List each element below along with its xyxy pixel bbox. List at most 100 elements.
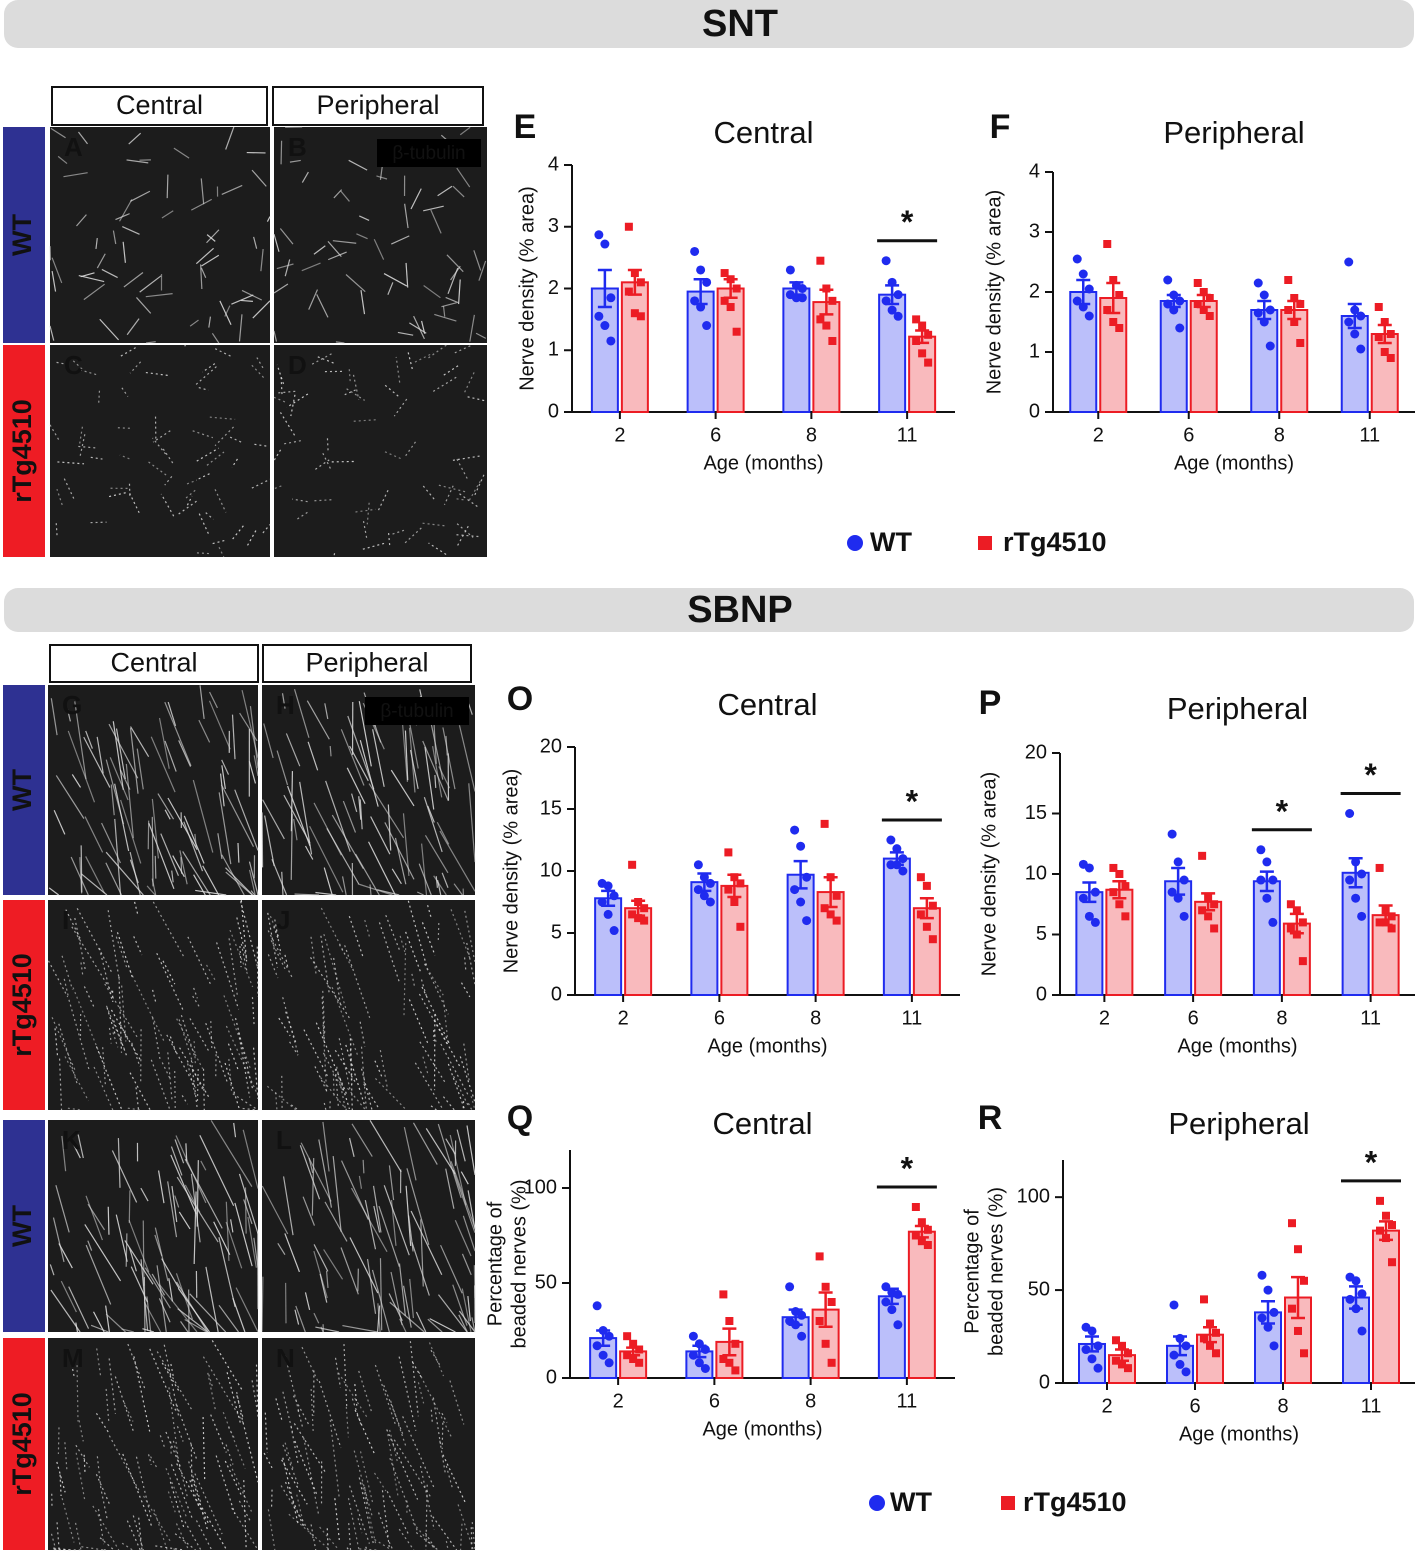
data-point xyxy=(790,885,800,895)
nerve-texture xyxy=(441,365,459,378)
y-tick-label: 4 xyxy=(1029,160,1040,182)
nerve-texture xyxy=(95,1046,123,1111)
y-tick-label: 0 xyxy=(1029,400,1040,422)
nerve-texture xyxy=(404,441,417,458)
data-point xyxy=(1380,348,1389,356)
nerve-texture xyxy=(129,728,139,794)
nerve-texture xyxy=(308,1157,314,1174)
data-point xyxy=(1200,1334,1208,1343)
data-point xyxy=(893,1320,903,1330)
nerve-texture xyxy=(196,447,219,462)
nerve-texture xyxy=(256,946,259,998)
nerve-texture xyxy=(63,172,88,178)
nerve-texture xyxy=(435,876,439,888)
data-point xyxy=(1167,829,1177,839)
nerve-texture xyxy=(77,1134,84,1159)
nerve-texture xyxy=(319,1273,328,1303)
y-tick-label: 3 xyxy=(548,215,559,237)
data-point xyxy=(1253,278,1263,288)
nerve-texture xyxy=(214,489,227,513)
nerve-texture xyxy=(437,185,453,197)
nerve-texture xyxy=(152,430,171,443)
nerve-texture xyxy=(414,352,434,363)
data-point xyxy=(629,1355,638,1363)
data-point xyxy=(1175,323,1185,333)
data-point xyxy=(1115,900,1124,909)
nerve-texture xyxy=(387,1434,399,1497)
data-point xyxy=(802,872,812,882)
nerve-texture xyxy=(299,1145,321,1200)
data-point xyxy=(1078,893,1088,903)
nerve-texture xyxy=(219,300,232,325)
nerve-texture xyxy=(140,1187,149,1202)
x-tick-label: 6 xyxy=(1189,1395,1200,1417)
nerve-texture xyxy=(459,1056,476,1103)
nerve-texture xyxy=(186,479,198,485)
nerve-texture xyxy=(92,1505,120,1551)
nerve-texture xyxy=(267,912,279,968)
nerve-texture xyxy=(102,1047,107,1087)
micrograph-background xyxy=(48,900,258,1110)
nerve-texture xyxy=(198,719,211,743)
data-point xyxy=(1205,294,1214,302)
nerve-texture xyxy=(429,1318,456,1333)
nerve-texture xyxy=(236,1395,244,1419)
nerve-texture xyxy=(238,1173,259,1234)
nerve-texture xyxy=(270,1489,273,1509)
nerve-texture xyxy=(410,1210,443,1276)
nerve-texture xyxy=(126,1520,141,1551)
nerve-texture xyxy=(56,361,69,366)
nerve-texture xyxy=(335,341,345,344)
bar xyxy=(1099,297,1128,413)
nerve-texture xyxy=(148,461,167,476)
nerve-texture xyxy=(64,1056,89,1102)
nerve-texture xyxy=(341,876,347,896)
nerve-texture xyxy=(85,856,106,894)
micrograph xyxy=(48,1338,259,1551)
nerve-texture xyxy=(464,910,476,963)
nerve-texture xyxy=(275,1398,283,1422)
nerve-texture xyxy=(123,272,144,288)
data-point xyxy=(797,284,807,293)
panel-letter: R xyxy=(978,1099,1003,1137)
nerve-texture xyxy=(273,330,278,342)
nerve-texture xyxy=(160,833,180,876)
nerve-texture xyxy=(229,1464,253,1512)
data-point xyxy=(1181,1367,1191,1377)
data-point xyxy=(726,275,735,284)
panel-letter: A xyxy=(64,132,83,162)
nerve-texture xyxy=(182,851,211,896)
nerve-texture xyxy=(445,1465,454,1489)
nerve-texture xyxy=(219,773,225,807)
data-point xyxy=(1253,308,1263,318)
nerve-texture xyxy=(354,1409,376,1455)
nerve-texture xyxy=(98,390,101,403)
nerve-texture xyxy=(458,1314,468,1333)
x-tick-label: 6 xyxy=(714,1007,725,1029)
nerve-texture xyxy=(289,159,301,163)
nerve-texture xyxy=(117,1138,121,1188)
column-header-box xyxy=(262,644,472,683)
data-point xyxy=(832,891,841,900)
bar xyxy=(1159,300,1188,413)
data-point xyxy=(1387,912,1396,921)
nerve-texture xyxy=(116,932,134,980)
data-point xyxy=(1265,305,1275,315)
nerve-texture xyxy=(334,1068,339,1107)
data-point xyxy=(893,311,903,321)
nerve-texture xyxy=(469,314,475,342)
nerve-texture xyxy=(235,1287,259,1333)
nerve-texture xyxy=(478,260,487,281)
nerve-texture xyxy=(230,1219,234,1233)
nerve-texture xyxy=(322,1052,344,1092)
data-point xyxy=(1294,1245,1302,1254)
x-tick-label: 11 xyxy=(897,424,918,446)
nerve-texture xyxy=(437,923,440,943)
nerve-texture xyxy=(348,159,368,171)
nerve-texture xyxy=(333,553,336,558)
nerve-texture xyxy=(467,1295,471,1322)
nerve-texture xyxy=(374,1538,392,1551)
nerve-texture xyxy=(427,1318,443,1333)
nerve-texture xyxy=(107,1206,110,1235)
x-tick-label: 6 xyxy=(1183,424,1194,446)
